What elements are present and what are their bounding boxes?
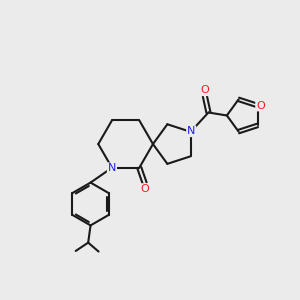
Text: O: O [141,184,150,194]
Text: N: N [108,163,116,173]
Text: N: N [187,126,195,136]
Text: O: O [200,85,209,95]
Text: O: O [256,100,265,110]
